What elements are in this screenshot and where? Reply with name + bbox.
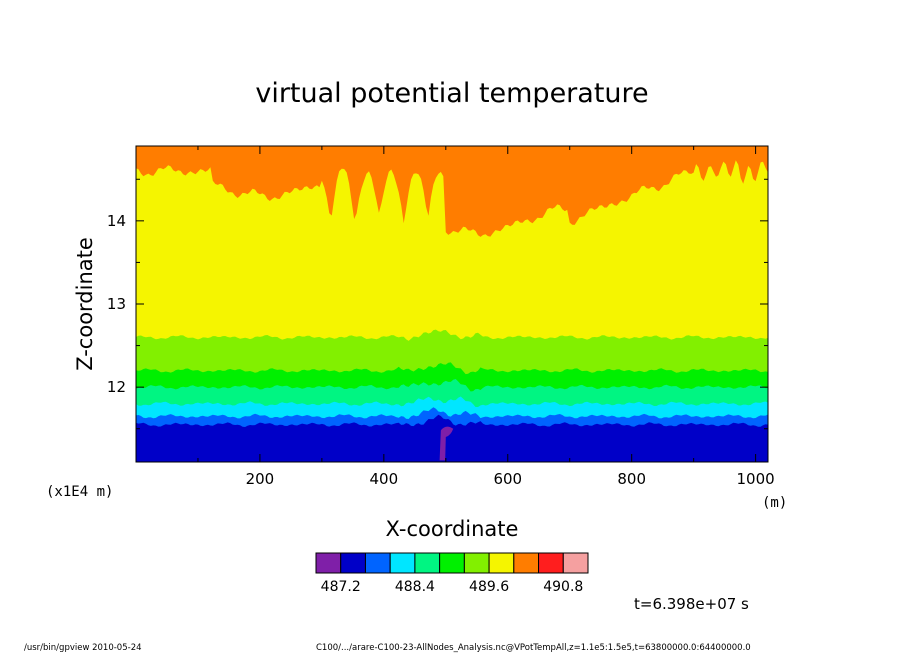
purple-plume [439, 426, 454, 461]
colorbar-swatch [364, 552, 391, 574]
x-tick-label: 1000 [737, 470, 775, 488]
x-tick-label: 200 [246, 470, 275, 488]
x-tick-label: 400 [370, 470, 399, 488]
colorbar-label: 487.2 [321, 579, 361, 595]
colorbar-swatch [439, 552, 465, 574]
colorbar-label: 490.8 [543, 579, 583, 595]
y-unit-label: (x1E4 m) [46, 484, 113, 500]
colorbar-swatch [463, 552, 490, 574]
colorbar [315, 552, 589, 574]
footer-left: /usr/bin/gpview 2010-05-24 [24, 643, 142, 653]
x-axis: 200 400 600 800 1000 [197, 146, 775, 488]
x-unit-label: (m) [762, 495, 787, 511]
y-axis-title: Z-coordinate [73, 237, 97, 371]
footer-right: C100/.../arare-C100-23-AllNodes_Analysis… [316, 643, 751, 653]
colorbar-swatch [315, 552, 342, 574]
y-tick-label: 14 [107, 212, 126, 230]
x-tick-label: 600 [493, 470, 522, 488]
colorbar-swatch [389, 552, 416, 574]
contour-band [136, 414, 768, 462]
colorbar-swatch [562, 552, 589, 574]
colorbar-label: 489.6 [469, 579, 509, 595]
time-label: t=6.398e+07 s [634, 595, 749, 613]
colorbar-swatch [538, 552, 564, 574]
x-tick-label: 800 [617, 470, 646, 488]
y-axis: 12 13 14 [107, 178, 768, 430]
chart-title: virtual potential temperature [255, 78, 648, 109]
colorbar-swatch [414, 552, 441, 574]
x-axis-title: X-coordinate [386, 517, 519, 541]
colorbar-swatch [513, 552, 540, 574]
colorbar-labels: 487.2 488.4 489.6 490.8 [321, 579, 584, 595]
colorbar-swatch [488, 552, 515, 574]
plot-area [135, 145, 769, 463]
y-tick-label: 12 [107, 378, 126, 396]
colorbar-label: 488.4 [395, 579, 435, 595]
y-tick-label: 13 [107, 295, 126, 313]
colorbar-swatch [340, 552, 366, 574]
